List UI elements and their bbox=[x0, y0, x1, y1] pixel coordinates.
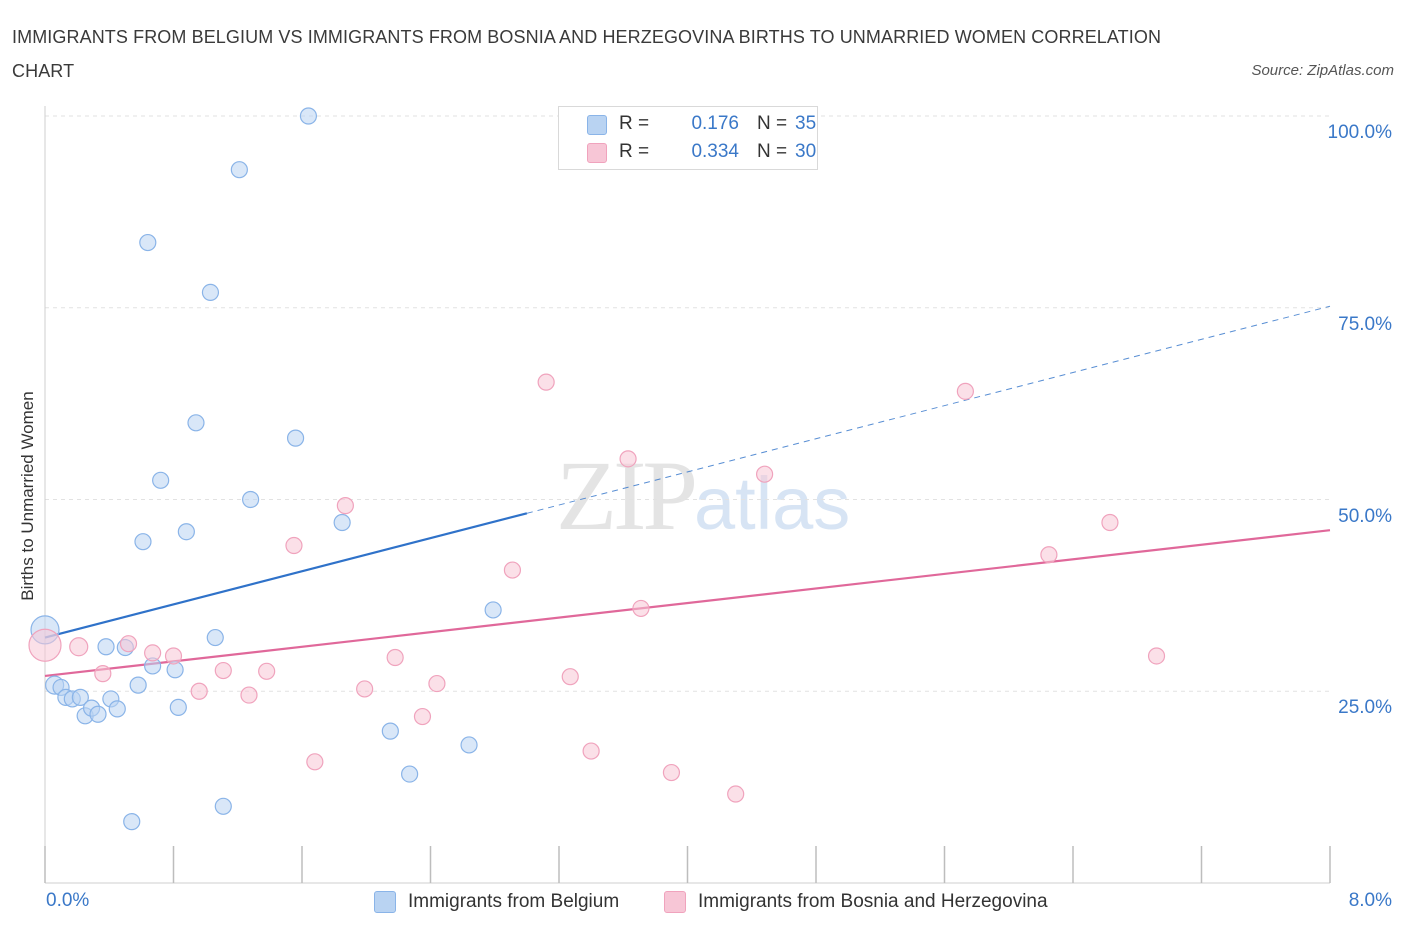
data-point-bosnia bbox=[1040, 546, 1058, 564]
trend-line-extension-belgium bbox=[526, 305, 1331, 514]
data-point-bosnia bbox=[119, 635, 138, 653]
data-point-bosnia bbox=[632, 599, 650, 618]
data-point-belgium bbox=[401, 765, 419, 783]
chart-source: Source: ZipAtlas.com bbox=[1251, 62, 1394, 79]
series-legend-bosnia[interactable]: Immigrants from Bosnia and Herzegovina bbox=[664, 888, 1048, 916]
data-point-bosnia bbox=[306, 753, 324, 771]
data-point-bosnia bbox=[956, 382, 974, 400]
data-point-bosnia bbox=[619, 450, 637, 468]
legend-r-value-bosnia: 0.334 bbox=[691, 141, 739, 162]
data-point-bosnia bbox=[258, 662, 276, 680]
data-point-bosnia bbox=[69, 637, 89, 657]
data-point-bosnia bbox=[582, 742, 600, 760]
data-point-bosnia bbox=[503, 561, 522, 579]
series-legend-belgium[interactable]: Immigrants from Belgium bbox=[374, 888, 619, 916]
data-point-belgium bbox=[139, 233, 157, 252]
data-point-belgium bbox=[123, 813, 141, 831]
data-point-bosnia bbox=[1147, 647, 1166, 665]
data-point-belgium bbox=[134, 533, 152, 551]
series-legend-label-belgium: Immigrants from Belgium bbox=[408, 891, 620, 912]
trend-line-belgium bbox=[44, 512, 528, 639]
data-point-belgium bbox=[129, 676, 147, 694]
data-point-belgium bbox=[460, 736, 478, 754]
data-point-bosnia bbox=[727, 785, 745, 803]
data-point-belgium bbox=[206, 628, 224, 647]
data-point-belgium bbox=[89, 705, 107, 723]
data-point-belgium bbox=[152, 471, 170, 489]
trend-line-bosnia bbox=[44, 529, 1331, 678]
y-tick-label-50: 50.0% bbox=[1338, 506, 1392, 527]
legend-n-value-belgium: 35 bbox=[795, 113, 817, 134]
legend-r-label: R = bbox=[619, 141, 650, 162]
y-tick-label-100: 100.0% bbox=[1327, 122, 1392, 143]
data-point-bosnia bbox=[336, 497, 354, 515]
data-point-belgium bbox=[177, 523, 195, 541]
legend-n-value-bosnia: 30 bbox=[795, 141, 817, 162]
data-point-belgium bbox=[71, 688, 89, 706]
data-point-belgium bbox=[230, 161, 248, 179]
data-point-belgium bbox=[201, 283, 220, 302]
x-tick-label-min: 0.0% bbox=[46, 890, 90, 911]
stats-legend: R = 0.176 N = 35 R = 0.334 N = 30 bbox=[558, 106, 818, 170]
legend-r-value-belgium: 0.176 bbox=[691, 113, 739, 134]
legend-swatch-bosnia bbox=[587, 143, 607, 163]
data-point-bosnia bbox=[662, 763, 681, 782]
series-legend-swatch-bosnia bbox=[664, 891, 686, 913]
data-point-bosnia bbox=[240, 686, 258, 704]
data-point-bosnia bbox=[190, 682, 208, 700]
series-legend-label-bosnia: Immigrants from Bosnia and Herzegovina bbox=[698, 891, 1048, 912]
legend-swatch-belgium bbox=[587, 115, 607, 135]
series-legend-swatch-belgium bbox=[374, 891, 396, 913]
data-point-bosnia bbox=[386, 648, 404, 667]
data-point-bosnia bbox=[214, 661, 232, 680]
data-point-bosnia bbox=[285, 536, 303, 555]
data-point-belgium bbox=[97, 638, 115, 656]
data-point-belgium bbox=[187, 414, 205, 432]
data-point-bosnia bbox=[561, 668, 579, 686]
y-axis-label: Births to Unmarried Women bbox=[18, 391, 37, 601]
data-point-belgium bbox=[333, 513, 351, 532]
data-point-belgium bbox=[381, 722, 399, 740]
data-point-belgium bbox=[108, 700, 126, 718]
data-point-bosnia bbox=[144, 644, 162, 662]
y-tick-label-75: 75.0% bbox=[1338, 314, 1392, 335]
data-point-belgium bbox=[242, 490, 260, 509]
data-point-bosnia bbox=[356, 680, 374, 698]
legend-n-label: N = bbox=[757, 113, 788, 134]
data-point-belgium bbox=[299, 107, 318, 125]
data-point-bosnia bbox=[413, 707, 432, 726]
data-point-belgium bbox=[214, 797, 232, 815]
data-point-bosnia bbox=[94, 665, 112, 683]
chart-title: IMMIGRANTS FROM BELGIUM VS IMMIGRANTS FR… bbox=[12, 27, 1162, 81]
data-point-belgium bbox=[286, 429, 305, 447]
data-point-bosnia bbox=[537, 373, 555, 391]
data-point-bosnia bbox=[1101, 513, 1119, 532]
data-point-bosnia bbox=[428, 674, 446, 693]
x-tick-label-max: 8.0% bbox=[1348, 890, 1392, 911]
legend-r-label: R = bbox=[619, 113, 650, 134]
legend-n-label: N = bbox=[757, 141, 788, 162]
data-point-bosnia bbox=[28, 628, 62, 662]
data-point-bosnia bbox=[164, 647, 183, 665]
data-point-bosnia bbox=[755, 465, 774, 483]
y-tick-label-25: 25.0% bbox=[1338, 697, 1392, 718]
data-point-belgium bbox=[484, 601, 502, 619]
data-point-belgium bbox=[169, 698, 187, 716]
